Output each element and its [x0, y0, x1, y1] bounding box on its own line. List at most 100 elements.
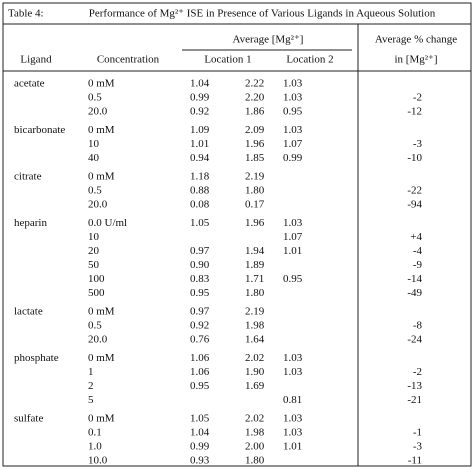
concentration: 1	[88, 366, 94, 378]
location-1: 2.02	[245, 352, 264, 364]
table-label: Table 4:	[8, 8, 44, 20]
concentration: 0.5	[88, 320, 102, 332]
location-1: 0.99	[190, 92, 210, 104]
table-title: Performance of Mg²⁺ ISE in Presence of V…	[89, 8, 436, 20]
concentration: 100	[88, 273, 105, 285]
location-1: 0.94	[190, 152, 210, 164]
location-1: 2.19	[245, 306, 265, 318]
location-1: 0.76	[190, 334, 210, 346]
location-2: 1.03	[283, 217, 303, 229]
location-1: 1.69	[245, 380, 265, 392]
concentration: 5	[88, 394, 94, 406]
percent-change: -2	[413, 366, 422, 378]
location-2: 1.03	[283, 92, 303, 104]
ligand-name: bicarbonate	[14, 124, 65, 136]
location-1: 1.90	[245, 366, 265, 378]
concentration: 20.0	[88, 334, 108, 346]
location-1: 1.05	[190, 217, 210, 229]
location-1: 1.05	[190, 413, 210, 425]
location-1: 0.17	[245, 199, 265, 211]
header-ligand: Ligand	[20, 54, 52, 66]
location-1: 1.98	[245, 320, 265, 332]
location-1: 1.64	[245, 334, 265, 346]
percent-change: -14	[407, 273, 422, 285]
percent-change: -3	[413, 441, 423, 453]
location-1: 0.97	[190, 245, 210, 257]
location-1: 0.93	[190, 455, 210, 467]
header-change: Average % change	[375, 34, 457, 46]
location-1: 2.09	[245, 124, 265, 136]
concentration: 10	[88, 231, 100, 243]
percent-change: -49	[407, 287, 422, 299]
location-2: 0.99	[283, 152, 303, 164]
location-1: 0.83	[190, 273, 210, 285]
location-1: 0.08	[190, 199, 210, 211]
location-2: 0.81	[283, 394, 302, 406]
header-location: Location 2	[286, 54, 333, 66]
location-2: 1.01	[283, 441, 302, 453]
location-1: 2.20	[245, 92, 265, 104]
ligand-name: sulfate	[14, 413, 43, 425]
location-1: 1.71	[245, 273, 264, 285]
percent-change: -9	[413, 259, 423, 271]
percent-change: -22	[407, 185, 422, 197]
percent-change: -13	[407, 380, 422, 392]
header-average: Average [Mg²⁺]	[233, 34, 304, 46]
header-change: in [Mg²⁺]	[394, 54, 437, 66]
location-1: 1.96	[245, 138, 265, 150]
location-1: 1.04	[190, 427, 210, 439]
concentration: 0.1	[88, 427, 102, 439]
location-2: 1.03	[283, 352, 303, 364]
location-2: 1.03	[283, 413, 303, 425]
concentration: 0 mM	[88, 78, 115, 90]
ligand-name: citrate	[14, 171, 42, 183]
concentration: 10.0	[88, 455, 108, 467]
concentration: 2	[88, 380, 94, 392]
ligand-name: acetate	[14, 78, 45, 90]
concentration: 0 mM	[88, 306, 115, 318]
concentration: 0 mM	[88, 352, 115, 364]
percent-change: -11	[408, 455, 422, 467]
concentration: 0 mM	[88, 124, 115, 136]
location-1: 0.92	[190, 106, 209, 118]
location-2: 1.07	[283, 138, 303, 150]
percent-change: -94	[407, 199, 422, 211]
location-1: 0.97	[190, 306, 210, 318]
location-1: 1.80	[245, 455, 265, 467]
percent-change: -21	[407, 394, 422, 406]
location-1: 2.02	[245, 413, 264, 425]
location-1: 1.06	[190, 352, 210, 364]
location-1: 1.89	[245, 259, 265, 271]
concentration: 10	[88, 138, 100, 150]
location-1: 1.80	[245, 185, 265, 197]
location-1: 2.00	[245, 441, 265, 453]
location-1: 2.22	[245, 78, 264, 90]
location-1: 1.96	[245, 217, 265, 229]
concentration: 0 mM	[88, 413, 115, 425]
concentration: 0 mM	[88, 171, 115, 183]
ligand-name: phosphate	[14, 352, 59, 364]
concentration: 0.5	[88, 185, 102, 197]
concentration: 0.5	[88, 92, 102, 104]
concentration: 1.0	[88, 441, 102, 453]
location-1: 0.88	[190, 185, 210, 197]
concentration: 20	[88, 245, 100, 257]
location-2: 1.03	[283, 78, 303, 90]
concentration: 40	[88, 152, 100, 164]
percent-change: -2	[413, 92, 422, 104]
ligand-name: lactate	[14, 306, 43, 318]
ligand-name: heparin	[14, 217, 47, 229]
header-location: Location 1	[204, 54, 251, 66]
percent-change: -8	[413, 320, 423, 332]
location-1: 1.80	[245, 287, 265, 299]
location-2: 1.03	[283, 124, 303, 136]
location-2: 0.95	[283, 273, 303, 285]
location-1: 1.09	[190, 124, 210, 136]
location-1: 1.06	[190, 366, 210, 378]
percent-change: -24	[407, 334, 422, 346]
location-1: 1.18	[190, 171, 210, 183]
location-1: 1.01	[190, 138, 209, 150]
location-1: 1.98	[245, 427, 265, 439]
